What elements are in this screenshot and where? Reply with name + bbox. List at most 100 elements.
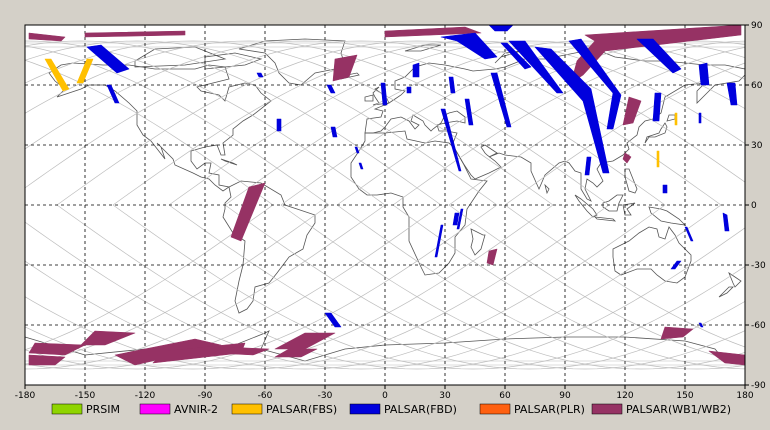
fbs-observation	[44, 58, 70, 92]
coastline	[364, 48, 746, 202]
x-tick-label: 0	[382, 391, 388, 401]
wb-observation	[274, 348, 318, 358]
fbs-observation	[656, 150, 660, 168]
coastline	[372, 86, 390, 106]
wb-observation	[212, 346, 270, 356]
orbit-track	[25, 204, 498, 370]
legend-swatch	[479, 403, 511, 415]
legend-label: PALSAR(WB1/WB2)	[626, 403, 731, 416]
legend-swatch	[349, 403, 381, 415]
legend-swatch	[51, 403, 83, 415]
y-tick-label: 60	[751, 81, 763, 91]
orbit-track	[25, 204, 330, 365]
orbit-track	[25, 40, 666, 206]
orbit-track	[25, 45, 330, 206]
orbit-track	[25, 204, 666, 370]
fbd-observation	[670, 260, 682, 270]
coastline	[470, 228, 486, 256]
fbd-observation	[698, 62, 710, 86]
x-tick-label: -90	[198, 391, 213, 401]
legend-item: PALSAR(WB1/WB2)	[591, 403, 731, 416]
orbit-track	[112, 204, 745, 370]
orbit-track	[25, 204, 554, 370]
x-tick-label: -60	[258, 391, 273, 401]
coastline	[238, 38, 346, 86]
fbd-observation	[534, 46, 610, 174]
orbit-track	[25, 204, 610, 370]
wb-observation	[622, 96, 642, 126]
orbit-track	[25, 204, 386, 370]
coastline	[612, 226, 692, 284]
coastline	[222, 180, 316, 314]
y-tick-label: 30	[751, 141, 763, 151]
legend-item: PALSAR(FBS)	[231, 403, 337, 416]
coastline	[574, 194, 598, 218]
coastline	[350, 130, 488, 276]
wb-observation	[622, 152, 632, 164]
wb-observation	[28, 342, 86, 356]
y-tick-label: -90	[751, 381, 766, 391]
orbit-track	[448, 47, 745, 206]
legend-item: PALSAR(PLR)	[479, 403, 585, 416]
orbit-track	[336, 204, 745, 370]
fbd-observation	[568, 38, 622, 130]
fbd-observation	[508, 40, 564, 94]
fbd-observation	[324, 312, 342, 328]
orbit-track	[25, 40, 554, 206]
orbit-track	[392, 204, 745, 370]
orbit-track	[280, 204, 745, 370]
orbit-track	[392, 40, 745, 206]
orbit-track	[25, 204, 722, 370]
observation-layer	[28, 24, 746, 366]
fbd-observation	[326, 84, 336, 94]
x-tick-label: 180	[736, 391, 753, 401]
fbd-observation	[434, 224, 444, 258]
fbd-observation	[406, 86, 412, 94]
orbit-track	[25, 59, 274, 206]
fbd-observation	[330, 126, 338, 138]
x-tick-label: -150	[75, 391, 96, 401]
legend-item: PRSIM	[51, 403, 120, 416]
coastline	[544, 183, 550, 195]
coastline	[728, 271, 742, 288]
coastline	[364, 94, 374, 102]
legend-label: PALSAR(PLR)	[514, 403, 585, 416]
y-tick-label: 0	[751, 201, 757, 211]
fbd-observation	[106, 84, 120, 104]
orbit-track	[25, 40, 610, 206]
fbd-observation	[698, 322, 704, 328]
orbit-track	[224, 40, 745, 206]
fbd-observation	[256, 72, 264, 78]
fbd-observation	[440, 32, 498, 60]
fbd-observation	[662, 184, 668, 194]
orbit-track	[168, 40, 745, 206]
legend-swatch	[231, 403, 263, 415]
wb-observation	[230, 182, 266, 242]
y-tick-label: 90	[751, 21, 763, 31]
legend-label: PRSIM	[86, 403, 120, 416]
orbit-track	[56, 40, 745, 206]
fbd-observation	[500, 42, 532, 70]
fbd-observation	[380, 82, 388, 106]
orbit-track	[168, 204, 745, 370]
x-tick-label: -180	[15, 391, 36, 401]
y-tick-label: -60	[751, 321, 766, 331]
coastline	[204, 52, 263, 70]
legend-label: PALSAR(FBD)	[384, 403, 457, 416]
x-tick-label: 120	[616, 391, 633, 401]
wb-observation	[332, 54, 358, 82]
orbit-track	[448, 204, 745, 363]
coastline	[718, 286, 734, 298]
coastline	[602, 194, 624, 212]
fbd-observation	[456, 208, 464, 230]
fbd-observation	[722, 212, 730, 232]
legend-swatch	[591, 403, 623, 415]
orbit-track	[336, 40, 745, 206]
x-tick-label: 60	[499, 391, 511, 401]
axis-ticks: -180 -150 -120 -90 -60 -30 0 30 60 90 120 150 180 90 6…	[15, 21, 766, 401]
orbit-track	[25, 40, 442, 206]
orbit-track	[56, 204, 745, 370]
legend: PRSIM AVNIR-2 PALSAR(FBS) PALSAR(FBD) PALSAR…	[51, 403, 731, 416]
